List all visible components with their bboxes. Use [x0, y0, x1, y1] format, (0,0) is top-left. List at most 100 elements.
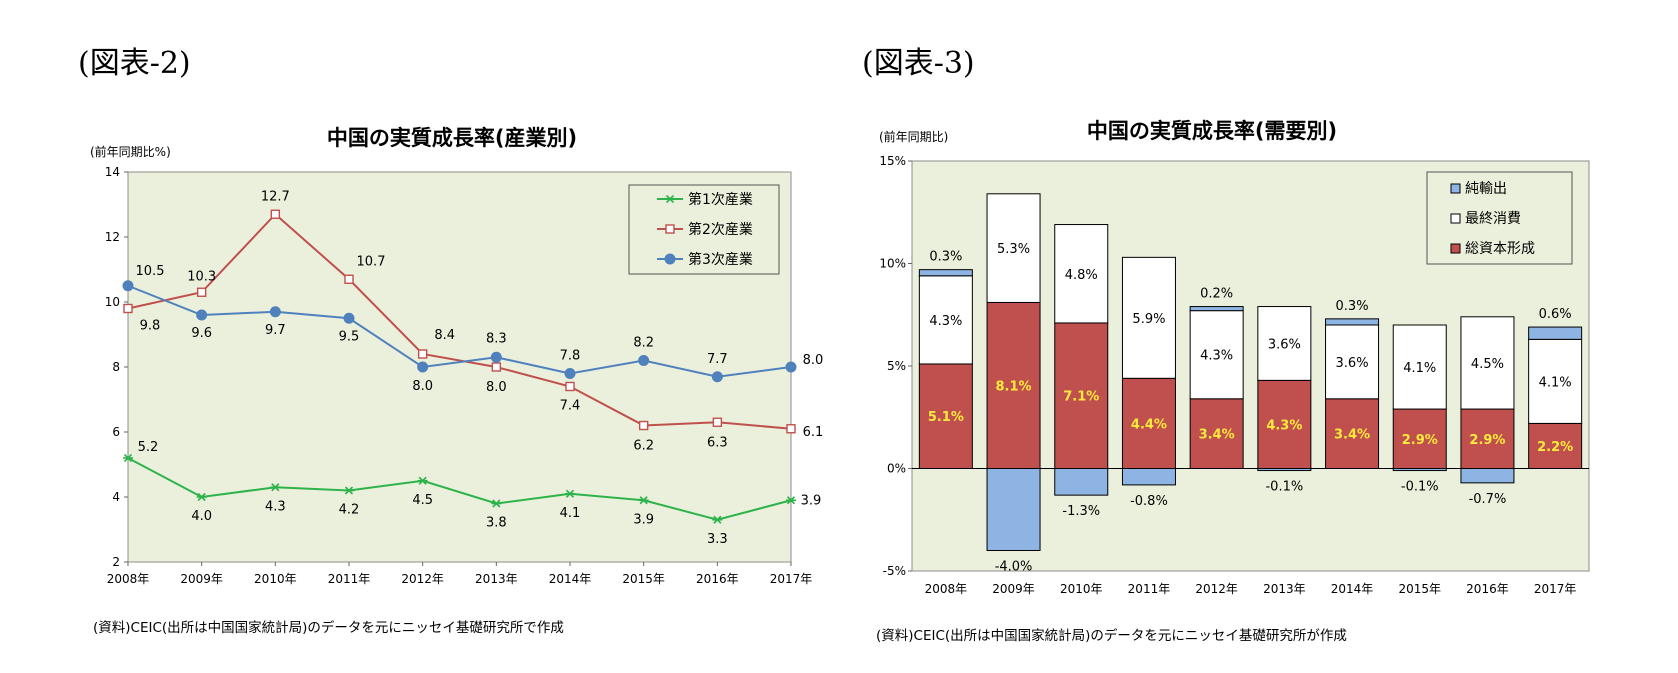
chart3-bar-net-exports — [1121, 468, 1176, 486]
chart3-x-tick-label: 2016年 — [1466, 582, 1509, 596]
chart3-data-label-consumption: 3.6% — [1336, 356, 1369, 371]
industry-growth-line-chart: 中国の実質成長率(産業別) (前年同期比%) 2 4 6 8 10 12 14 2008年 2… — [90, 126, 823, 586]
chart2-x-tick-label: 2016年 — [696, 572, 739, 586]
chart2-data-label: 8.2 — [633, 336, 654, 351]
chart3-y-tick-label: 15% — [879, 154, 906, 168]
chart2-data-point — [343, 312, 355, 324]
chart3-bar-net-exports — [1460, 468, 1515, 484]
chart2-data-point — [417, 361, 429, 373]
chart2-unit-label: (前年同期比%) — [90, 144, 171, 159]
chart3-data-label-consumption: 5.9% — [1132, 312, 1165, 327]
chart2-data-label: 9.7 — [265, 323, 286, 338]
chart2-data-label: 10.5 — [136, 264, 165, 279]
chart2-data-label: 7.7 — [707, 352, 728, 367]
chart3-unit-label: (前年同期比) — [879, 129, 948, 144]
chart3-legend-item-capital-formation: 総資本形成 — [1450, 241, 1535, 257]
chart3-data-label-capital: 3.4% — [1199, 428, 1235, 443]
chart2-data-label: 3.9 — [633, 512, 654, 527]
chart3-y-tick-label: -5% — [883, 564, 906, 578]
chart2-data-label: 8.0 — [412, 379, 433, 394]
chart3-data-label-net-exports: -0.1% — [1401, 480, 1439, 495]
chart2-data-label: 7.8 — [560, 349, 581, 364]
chart3-y-tick-label: 10% — [879, 257, 906, 271]
chart2-data-label: 4.1 — [560, 506, 581, 521]
chart3-data-label-capital: 4.3% — [1266, 418, 1302, 433]
chart2-data-point — [565, 381, 575, 392]
chart2-data-point — [490, 351, 502, 363]
chart3-data-label-net-exports: -0.8% — [1130, 494, 1168, 509]
chart2-data-point — [638, 420, 649, 431]
chart3-data-label-consumption: 4.3% — [1200, 349, 1233, 364]
chart3-bar-group — [1257, 306, 1312, 472]
chart3-bar-group — [1121, 256, 1176, 486]
chart3-bar-group — [1392, 324, 1447, 472]
chart2-data-point — [344, 274, 354, 284]
chart2-x-tick-label: 2014年 — [549, 572, 592, 586]
chart2-data-label: 7.4 — [560, 399, 581, 414]
chart2-legend-item-primary-industry: 第1次産業 — [657, 191, 753, 208]
chart2-x-tick-label: 2010年 — [254, 572, 297, 586]
chart2-data-label: 8.4 — [434, 328, 455, 343]
chart3-bar-final-consumption — [1460, 316, 1515, 410]
chart3-bar-final-consumption — [1189, 310, 1244, 400]
chart3-data-label-consumption: 4.5% — [1471, 357, 1504, 372]
chart3-data-label-net-exports: -0.1% — [1265, 480, 1303, 495]
chart3-x-tick-label: 2012年 — [1195, 582, 1238, 596]
chart2-data-point — [122, 280, 134, 292]
chart2-data-point — [123, 453, 133, 463]
chart2-data-point — [711, 371, 723, 383]
chart2-data-point — [785, 361, 797, 373]
chart2-data-label: 8.3 — [486, 331, 507, 346]
chart2-legend-label: 第2次産業 — [688, 221, 753, 238]
chart2-data-point — [196, 309, 208, 321]
chart2-title: 中国の実質成長率(産業別) — [327, 126, 577, 150]
chart2-x-tick-label: 2012年 — [401, 572, 444, 586]
chart3-x-tick-label: 2015年 — [1398, 582, 1441, 596]
chart2-series-primary-industry: 5.2 4.0 4.3 4.2 4.5 3.8 4.1 3.9 3.3 3.9 — [123, 440, 821, 547]
chart2-data-point — [786, 496, 796, 505]
chart2-data-point — [417, 476, 428, 485]
demand-growth-bar-chart: 中国の実質成長率(需要別) (前年同期比) -5% 0% 5% 10% 15% 2008… — [879, 119, 1590, 596]
chart3-bar-final-consumption — [986, 193, 1041, 303]
chart3-data-label-capital: 5.1% — [928, 410, 964, 425]
chart2-data-point — [565, 489, 575, 498]
chart3-bar-group — [986, 193, 1041, 551]
chart3-bar-net-exports — [1189, 306, 1244, 312]
chart2-y-tick-label: 6 — [112, 425, 120, 439]
chart2-x-tick-label: 2011年 — [328, 572, 371, 586]
chart2-data-point — [270, 483, 281, 492]
chart2-series-secondary-industry: 9.8 10.3 12.7 10.7 8.4 8.0 7.4 6.2 6.3 6.1 — [123, 189, 823, 454]
chart2-data-label: 3.9 — [801, 493, 822, 508]
chart3-data-label-consumption: 4.1% — [1403, 361, 1436, 376]
chart2-data-point — [196, 492, 207, 502]
chart3-bar-final-consumption — [1392, 324, 1447, 410]
chart2-data-label: 8.0 — [803, 353, 824, 368]
chart3-data-label-consumption: 3.6% — [1268, 337, 1301, 352]
chart2-data-label: 10.3 — [187, 269, 216, 284]
chart2-source-note: (資料)CEIC(出所は中国国家統計局)のデータを元にニッセイ基礎研究所で作成 — [93, 620, 564, 636]
chart2-series-line — [127, 212, 792, 430]
chart2-legend-item-secondary-industry: 第2次産業 — [657, 221, 753, 238]
chart2-data-point — [417, 349, 428, 359]
chart2-data-point — [491, 499, 502, 508]
chart3-y-tick-label: 0% — [887, 462, 906, 476]
chart3-bar-capital-formation — [1325, 398, 1380, 469]
chart2-y-tick-label: 10 — [105, 295, 120, 309]
chart2-data-label: 9.5 — [339, 329, 360, 344]
chart3-x-tick-label: 2009年 — [992, 582, 1035, 596]
chart3-bar-group — [1460, 316, 1515, 484]
chart3-data-label-consumption: 4.3% — [929, 314, 962, 329]
chart3-bar-final-consumption — [1257, 306, 1312, 381]
chart2-data-label: 6.3 — [707, 435, 728, 450]
chart2-data-point — [712, 417, 723, 427]
chart3-bar-capital-formation — [1189, 398, 1244, 469]
chart3-legend-swatch — [1450, 243, 1461, 254]
chart2-series-line — [127, 457, 792, 521]
chart3-data-label-capital: 2.2% — [1537, 440, 1573, 455]
chart3-y-tick-label: 5% — [887, 359, 906, 373]
chart3-legend-item-net-exports: 純輸出 — [1450, 181, 1507, 197]
chart2-data-label: 5.2 — [138, 440, 159, 455]
chart2-data-label: 4.0 — [191, 509, 212, 524]
